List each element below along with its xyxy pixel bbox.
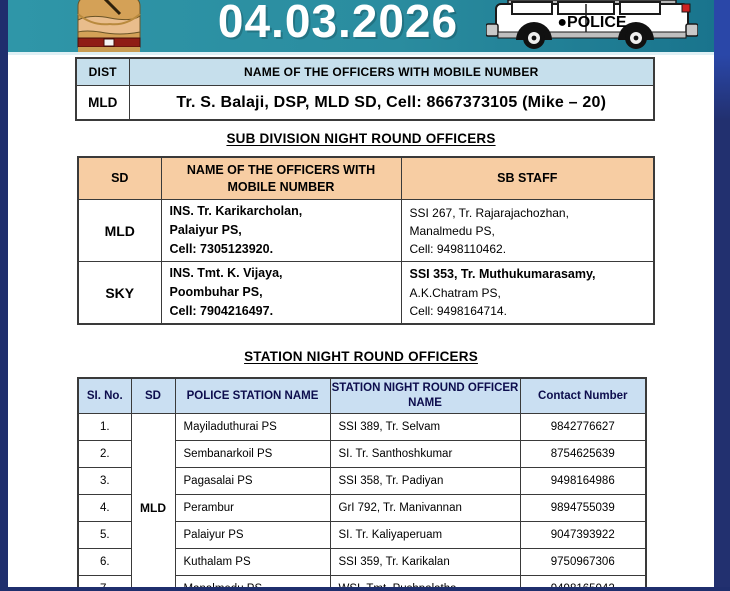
contact-number: 9894755039 — [519, 494, 647, 522]
sb-staff-details: SSI 353, Tr. Muthukumarasamy, A.K.Chatra… — [400, 261, 655, 325]
contact-number: 9498164986 — [519, 467, 647, 495]
serial-number: 2. — [77, 440, 132, 468]
table-row: MLD INS. Tr. Karikarcholan, Palaiyur PS,… — [77, 199, 655, 262]
night-round-officer: SSI 359, Tr. Karikalan — [329, 548, 521, 576]
right-frame-border — [714, 0, 730, 591]
sb-staff-details: SSI 267, Tr. Rajarajachozhan, Manalmedu … — [400, 199, 655, 262]
sb-staff-name: SSI 353, Tr. Muthukumarasamy, — [409, 267, 596, 282]
station-name-col-header: POLICE STATION NAME — [174, 377, 331, 414]
sub-division-section-title: SUB DIVISION NIGHT ROUND OFFICERS — [226, 131, 496, 146]
police-officer-icon — [77, 0, 141, 53]
district-col-header: DIST — [75, 57, 130, 86]
contact-number: 9750967306 — [519, 548, 647, 576]
night-round-officer: SI. Tr. Santhoshkumar — [329, 440, 521, 468]
station-officers-table: SI. No. SD POLICE STATION NAME STATION N… — [77, 377, 647, 591]
sub-division-officers-table: SD NAME OF THE OFFICERS WITH MOBILE NUMB… — [77, 156, 655, 325]
sub-division-officer: INS. Tr. Karikarcholan, Palaiyur PS, Cel… — [160, 199, 402, 262]
sb-staff-contact: Manalmedu PS, Cell: 9498110462. — [409, 223, 507, 256]
night-round-officer: SSI 389, Tr. Selvam — [329, 413, 521, 441]
police-station-name: Mayiladuthurai PS — [174, 413, 331, 441]
sub-division-officer: INS. Tmt. K. Vijaya, Poombuhar PS, Cell:… — [160, 261, 402, 325]
police-station-name: Kuthalam PS — [174, 548, 331, 576]
officer-name-col-header: STATION NIGHT ROUND OFFICER NAME — [329, 377, 521, 414]
serial-number: 1. — [77, 413, 132, 441]
district-officers-table: DIST NAME OF THE OFFICERS WITH MOBILE NU… — [75, 57, 655, 121]
police-officer-illustration — [62, 0, 158, 53]
district-name-col-header: NAME OF THE OFFICERS WITH MOBILE NUMBER — [128, 57, 655, 86]
table-row: 2. Sembanarkoil PS SI. Tr. Santhoshkumar… — [77, 440, 647, 468]
police-station-name: Sembanarkoil PS — [174, 440, 331, 468]
table-row: 5. Palaiyur PS SI. Tr. Kaliyaperuam 9047… — [77, 521, 647, 549]
contact-number: 9047393922 — [519, 521, 647, 549]
serial-number: 4. — [77, 494, 132, 522]
contact-col-header: Contact Number — [519, 377, 647, 414]
sd-group-code: MLD — [130, 413, 176, 591]
police-vehicle-illustration: ●POLICE — [485, 0, 699, 50]
sb-staff-col-header: SB STAFF — [400, 156, 655, 200]
police-station-name: Palaiyur PS — [174, 521, 331, 549]
table-row: SKY INS. Tmt. K. Vijaya, Poombuhar PS, C… — [77, 261, 655, 325]
left-frame-border — [0, 0, 8, 591]
contact-number: 9842776627 — [519, 413, 647, 441]
sub-division-code: MLD — [77, 199, 162, 262]
serial-number: 3. — [77, 467, 132, 495]
sd-col-header: SD — [77, 156, 162, 200]
contact-number: 8754625639 — [519, 440, 647, 468]
police-vehicle-label: ●POLICE — [557, 14, 627, 31]
night-round-officer: SI. Tr. Kaliyaperuam — [329, 521, 521, 549]
serial-number: 5. — [77, 521, 132, 549]
district-code: MLD — [75, 85, 130, 121]
police-jeep-icon: ●POLICE — [485, 0, 699, 49]
table-row: 4. Perambur GrI 792, Tr. Manivannan 9894… — [77, 494, 647, 522]
si-no-col-header: SI. No. — [77, 377, 132, 414]
night-round-officer: SSI 358, Tr. Padiyan — [329, 467, 521, 495]
officer-col-header: NAME OF THE OFFICERS WITH MOBILE NUMBER — [160, 156, 402, 200]
table-row: 6. Kuthalam PS SSI 359, Tr. Karikalan 97… — [77, 548, 647, 576]
police-station-name: Pagasalai PS — [174, 467, 331, 495]
sub-division-code: SKY — [77, 261, 162, 325]
header-banner: 04.03.2026 ●POLICE — [8, 0, 714, 55]
station-section-title: STATION NIGHT ROUND OFFICERS — [244, 349, 478, 364]
police-station-name: Perambur — [174, 494, 331, 522]
district-officer-name: Tr. S. Balaji, DSP, MLD SD, Cell: 866737… — [128, 85, 655, 121]
sb-staff-contact: A.K.Chatram PS, Cell: 9498164714. — [409, 285, 507, 318]
table-row: MLD Tr. S. Balaji, DSP, MLD SD, Cell: 86… — [75, 85, 655, 121]
night-round-officer: GrI 792, Tr. Manivannan — [329, 494, 521, 522]
bottom-frame-border — [0, 587, 730, 591]
sd-col-header: SD — [130, 377, 176, 414]
serial-number: 6. — [77, 548, 132, 576]
sb-staff-name: SSI 267, Tr. Rajarajachozhan, — [409, 205, 569, 220]
date-heading: 04.03.2026 — [217, 0, 459, 47]
table-row: 1. MLD Mayiladuthurai PS SSI 389, Tr. Se… — [77, 413, 647, 591]
table-row: 3. Pagasalai PS SSI 358, Tr. Padiyan 949… — [77, 467, 647, 495]
